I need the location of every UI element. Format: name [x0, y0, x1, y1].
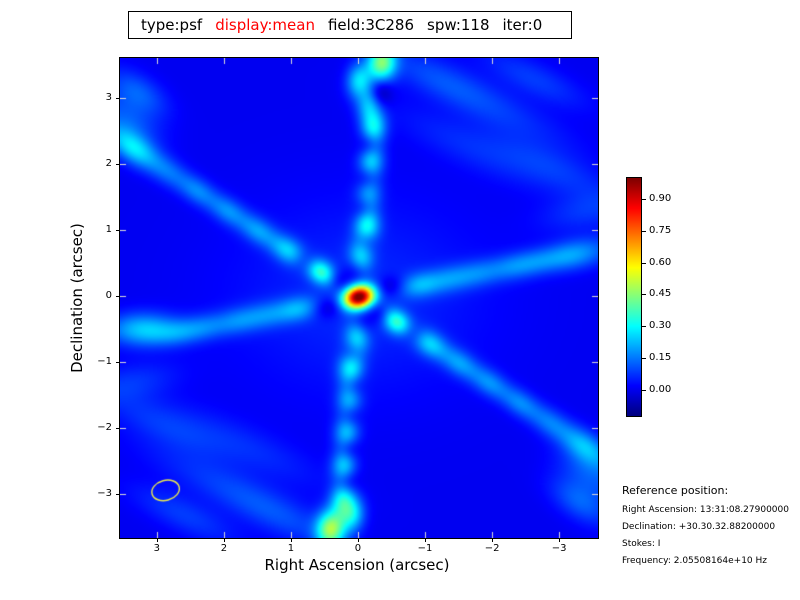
- y-tick-label: −3: [97, 488, 112, 500]
- reference-position-block: Reference position: Right Ascension: 13:…: [622, 484, 794, 573]
- title-segment-0: type:psf: [141, 16, 203, 34]
- title-segment-1: display:mean: [215, 16, 315, 34]
- x-tick-label: 1: [287, 543, 295, 554]
- colorbar-tick-label: 0.45: [649, 288, 672, 300]
- reference-line-stokes: Stokes: I: [622, 539, 661, 549]
- x-axis-tick: [156, 538, 158, 542]
- psf-raster-canvas[interactable]: [119, 57, 599, 539]
- colorbar-tick: [642, 230, 646, 232]
- y-axis-tick: [116, 362, 120, 364]
- x-tick-label: −1: [417, 543, 433, 554]
- colorbar-tick-label: 0.90: [649, 193, 672, 205]
- x-tick-label: −2: [484, 543, 500, 554]
- title-segment-4: iter:0: [502, 16, 543, 34]
- title-box: type:psf display:mean field:3C286 spw:118 it…: [128, 11, 572, 39]
- colorbar-tick: [642, 294, 646, 296]
- x-axis-tick: [223, 538, 225, 542]
- x-axis-tick: [559, 538, 561, 542]
- y-tick-label: 0: [105, 290, 112, 302]
- colorbar-tick: [642, 262, 646, 264]
- y-axis-tick: [116, 229, 120, 231]
- x-tick-label: −3: [551, 543, 567, 554]
- y-axis-tick: [116, 97, 120, 99]
- reference-line-ra: Right Ascension: 13:31:08.27900000: [622, 505, 789, 515]
- colorbar-tick-label: 0.60: [649, 256, 672, 268]
- x-axis-label: Right Ascension (arcsec): [264, 556, 450, 574]
- y-axis-label: Declination (arcsec): [68, 223, 86, 373]
- x-axis-tick: [290, 538, 292, 542]
- y-axis-tick: [116, 428, 120, 430]
- title-segment-3: spw:118: [427, 16, 490, 34]
- colorbar-tick: [642, 389, 646, 391]
- x-axis-tick: [357, 538, 359, 542]
- x-tick-label: 0: [354, 543, 362, 554]
- colorbar-tick: [642, 357, 646, 359]
- reference-line-dec: Declination: +30.30.32.88200000: [622, 522, 776, 532]
- reference-line-frequency: Frequency: 2.05508164e+10 Hz: [622, 556, 768, 566]
- x-axis-tick: [492, 538, 494, 542]
- colorbar-tick: [642, 199, 646, 201]
- x-tick-label: 3: [153, 543, 161, 554]
- y-tick-label: 3: [105, 91, 112, 103]
- y-axis-tick: [116, 494, 120, 496]
- colorbar-tick-label: 0.75: [649, 224, 672, 236]
- y-tick-label: 1: [105, 223, 112, 235]
- colorbar-tick-label: 0.00: [649, 383, 672, 395]
- colorbar-canvas: [626, 177, 642, 417]
- y-tick-label: −1: [97, 356, 112, 368]
- x-axis-tick: [425, 538, 427, 542]
- title-segment-2: field:3C286: [327, 16, 415, 34]
- y-tick-label: 2: [105, 157, 112, 169]
- reference-heading: Reference position:: [622, 484, 729, 497]
- colorbar-tick-label: 0.30: [649, 320, 672, 332]
- y-axis-tick: [116, 296, 120, 298]
- colorbar-tick: [642, 326, 646, 328]
- y-tick-label: −2: [97, 422, 112, 434]
- y-axis-tick: [116, 163, 120, 165]
- colorbar-tick-label: 0.15: [649, 351, 672, 363]
- x-tick-label: 2: [220, 543, 228, 554]
